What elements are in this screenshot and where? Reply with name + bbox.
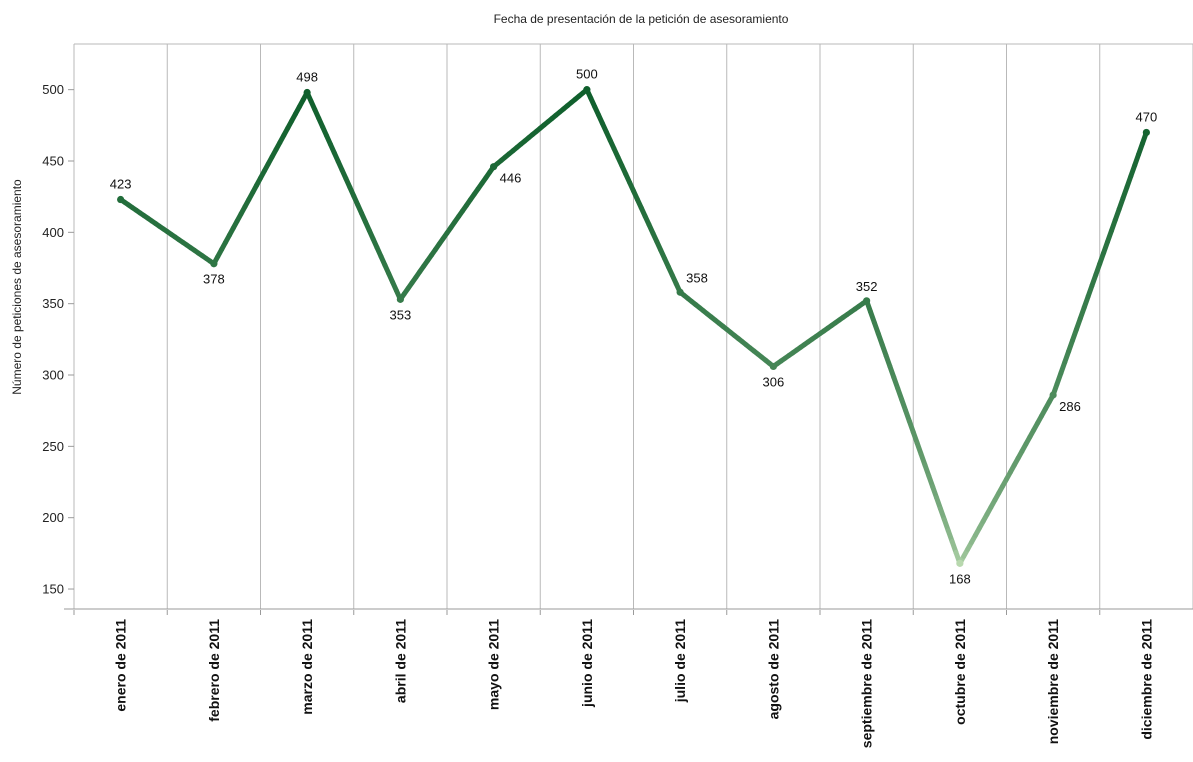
y-tick-label: 350 (42, 296, 64, 311)
y-tick-label: 400 (42, 225, 64, 240)
x-tick-label: febrero de 2011 (206, 619, 222, 722)
data-point (117, 195, 125, 204)
y-tick-label: 200 (42, 510, 64, 525)
y-tick-label: 250 (42, 439, 64, 454)
data-label: 498 (296, 70, 318, 85)
x-tick-label: septiembre de 2011 (859, 619, 875, 748)
data-points (117, 86, 1150, 567)
axes: 150 200 250 300 350 400 450 500 enero de 2011 feb… (42, 82, 1193, 748)
data-label: 352 (856, 279, 878, 294)
data-point (676, 288, 684, 296)
chart-title: Fecha de presentación de la petición de … (494, 12, 789, 26)
data-label: 470 (1136, 109, 1158, 124)
data-label: 353 (390, 307, 412, 322)
data-label: 500 (576, 67, 598, 82)
data-label: 378 (203, 272, 225, 287)
data-point (490, 163, 498, 171)
y-tick-label: 450 (42, 153, 64, 168)
x-tick-label: noviembre de 2011 (1045, 619, 1061, 745)
x-tick-label: julio de 2011 (672, 619, 688, 703)
x-tick-label: mayo de 2011 (486, 619, 502, 710)
data-label: 168 (949, 571, 971, 586)
x-tick-label: marzo de 2011 (299, 619, 315, 715)
data-point (769, 362, 777, 371)
data-point (956, 559, 964, 567)
x-tick-label: diciembre de 2011 (1138, 619, 1154, 740)
data-labels: 423 378 498 353 446 500 358 306 352 168 286 470 (110, 67, 1157, 587)
data-point (583, 86, 591, 94)
data-label: 423 (110, 177, 132, 192)
data-label: 306 (763, 374, 785, 389)
x-tick-label: octubre de 2011 (952, 619, 968, 725)
data-point (863, 297, 871, 305)
x-tick-label: agosto de 2011 (765, 619, 781, 720)
y-tick-label: 500 (42, 82, 64, 97)
y-axis-label: Número de peticiones de asesoramiento (10, 179, 24, 395)
x-tick-label: abril de 2011 (392, 619, 408, 703)
data-label: 446 (500, 171, 522, 186)
data-label: 358 (686, 270, 708, 285)
data-point (210, 260, 218, 268)
data-point (303, 88, 311, 97)
y-tick-label: 300 (42, 368, 64, 383)
x-tick-label: junio de 2011 (579, 619, 595, 708)
x-tick-label: enero de 2011 (113, 619, 129, 712)
data-point (396, 295, 404, 303)
y-tick-label: 150 (42, 582, 64, 597)
data-point (1049, 391, 1057, 399)
data-label: 286 (1059, 399, 1081, 414)
data-point (1142, 128, 1150, 137)
grid (73, 43, 1193, 609)
